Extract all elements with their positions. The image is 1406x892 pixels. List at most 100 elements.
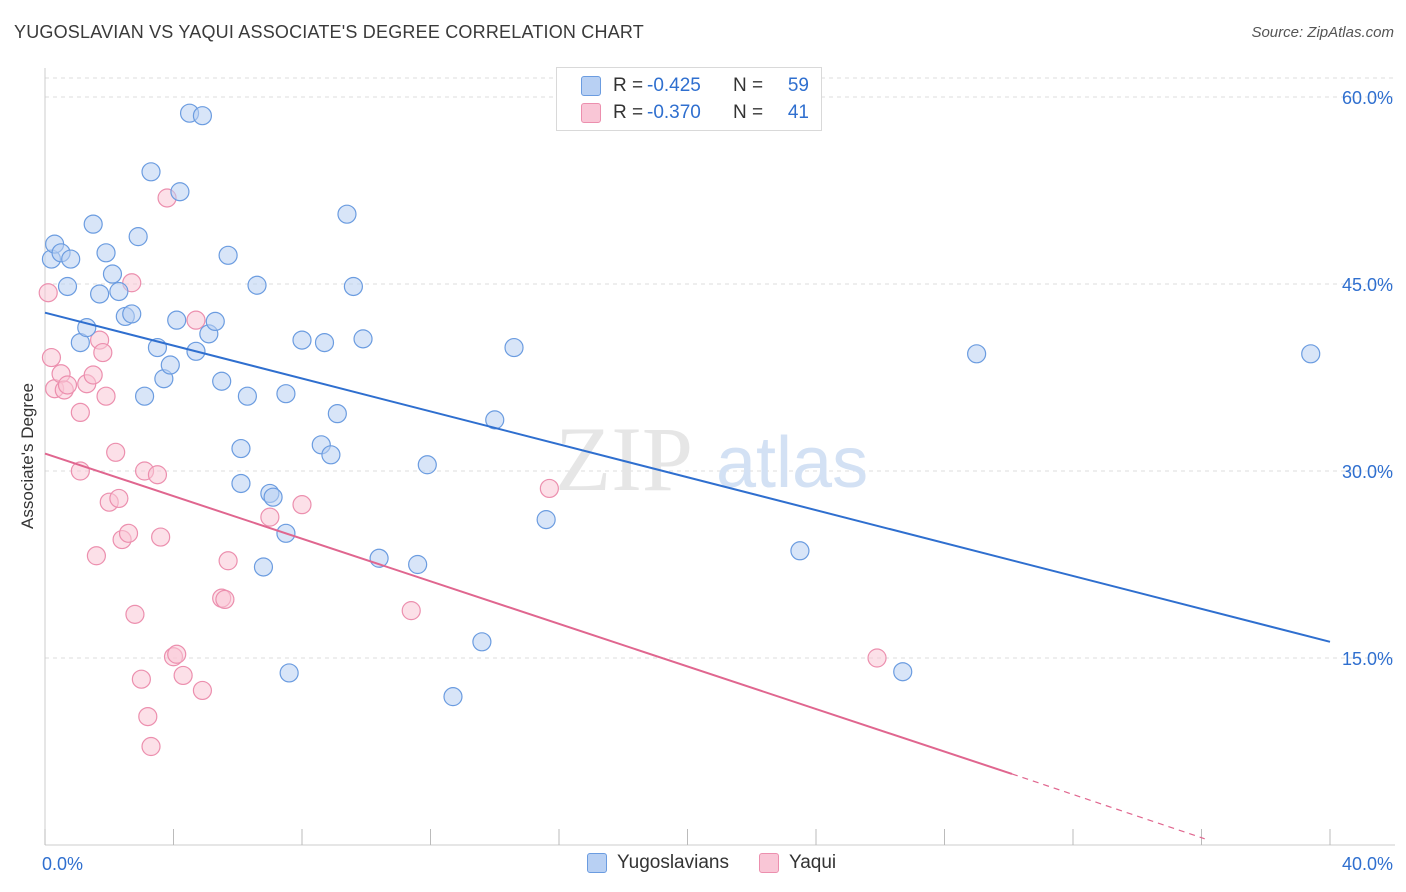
x-tick-label-max: 40.0% [1342,854,1393,874]
chart-title: YUGOSLAVIAN VS YAQUI ASSOCIATE'S DEGREE … [14,22,644,42]
tick-labels: 15.0% 30.0% 45.0% 60.0% 0.0% 40.0% [42,88,1393,874]
data-point [218,551,238,571]
data-point [472,632,492,652]
data-point [118,523,139,543]
data-point [90,284,110,304]
y-tick-label: 15.0% [1342,649,1393,669]
data-point [263,487,283,507]
legend-row-yaqui: R = -0.370 N = 41 [581,101,809,125]
data-point [151,527,171,547]
data-point [83,365,103,385]
data-point [417,455,437,475]
data-point [504,337,524,358]
data-point [102,264,123,284]
x-tick-label-min: 0.0% [42,854,83,874]
data-point [443,687,463,707]
data-point [401,601,421,621]
data-point [321,445,341,465]
data-point [83,214,103,234]
axes [44,68,1395,846]
n-label: N = [733,75,764,96]
data-point [253,557,274,577]
data-point [57,276,78,297]
y-axis-label: Associate's Degree [18,383,37,529]
blue-swatch [581,76,601,96]
data-point [160,355,180,375]
data-point [38,283,58,303]
source-label: Source: ZipAtlas.com [1251,24,1394,41]
yaqui-trend-line [44,452,1013,775]
y-tick-label: 30.0% [1342,462,1393,482]
data-point [192,106,213,126]
data-point [57,375,78,395]
trend-lines [44,311,1331,840]
watermark-atlas: atlas [716,423,868,503]
r-value: -0.425 [647,75,701,96]
data-point [122,304,142,324]
yugoslavians-trend-line [44,311,1331,643]
r-label: R = [613,75,644,96]
r-value: -0.370 [647,102,701,123]
data-point [337,204,357,224]
data-point [353,329,373,349]
data-point [131,669,151,689]
data-point [408,554,428,575]
data-point [247,275,267,295]
data-point [70,402,90,423]
legend-label: Yugoslavians [617,852,729,873]
data-point [237,386,257,406]
data-point [1301,344,1321,364]
data-point [173,665,193,686]
data-point [231,473,251,494]
yaqui-points [38,188,887,757]
data-point [893,662,913,682]
data-point [343,276,363,297]
legend-item-yaqui[interactable]: Yaqui [758,852,836,874]
data-point [96,386,116,406]
data-point [536,510,556,530]
blue-swatch [587,853,607,873]
pink-swatch [581,103,601,123]
data-point [93,342,113,363]
data-point [260,507,280,527]
data-point [61,249,81,269]
data-point [218,245,238,265]
data-point [279,663,299,683]
data-point [106,442,126,462]
data-point [967,344,987,364]
data-point [292,330,312,350]
pink-swatch [758,853,779,873]
data-point [205,311,225,331]
legend-row-yugoslavians: R = -0.425 N = 59 [581,74,809,98]
data-point [141,736,161,757]
y-tick-label: 45.0% [1342,275,1393,295]
data-point [539,478,559,499]
data-point [215,589,235,610]
yugoslavians-points [41,103,1321,707]
data-point [327,404,347,424]
data-point [231,438,251,459]
data-point [170,182,190,202]
r-label: R = [613,102,644,123]
data-point [86,546,107,566]
n-value: 41 [787,102,809,123]
data-point [125,604,145,624]
watermark: ZIP atlas [555,408,868,510]
data-point [314,332,335,353]
data-point [128,227,148,247]
correlation-legend: R = -0.425 N = 59 R = -0.370 N = 41 [556,67,822,131]
series-legend: Yugoslavians Yaqui [587,852,866,874]
data-point [96,243,116,263]
data-point [292,495,312,515]
data-point [867,648,887,668]
data-point [141,162,161,182]
data-point [167,310,187,330]
data-point [134,386,155,406]
y-tick-label: 60.0% [1342,88,1393,108]
n-value: 59 [787,75,809,96]
data-point [192,680,213,701]
data-point [276,384,296,404]
data-point [167,644,187,664]
legend-item-yugoslavians[interactable]: Yugoslavians [587,852,729,874]
